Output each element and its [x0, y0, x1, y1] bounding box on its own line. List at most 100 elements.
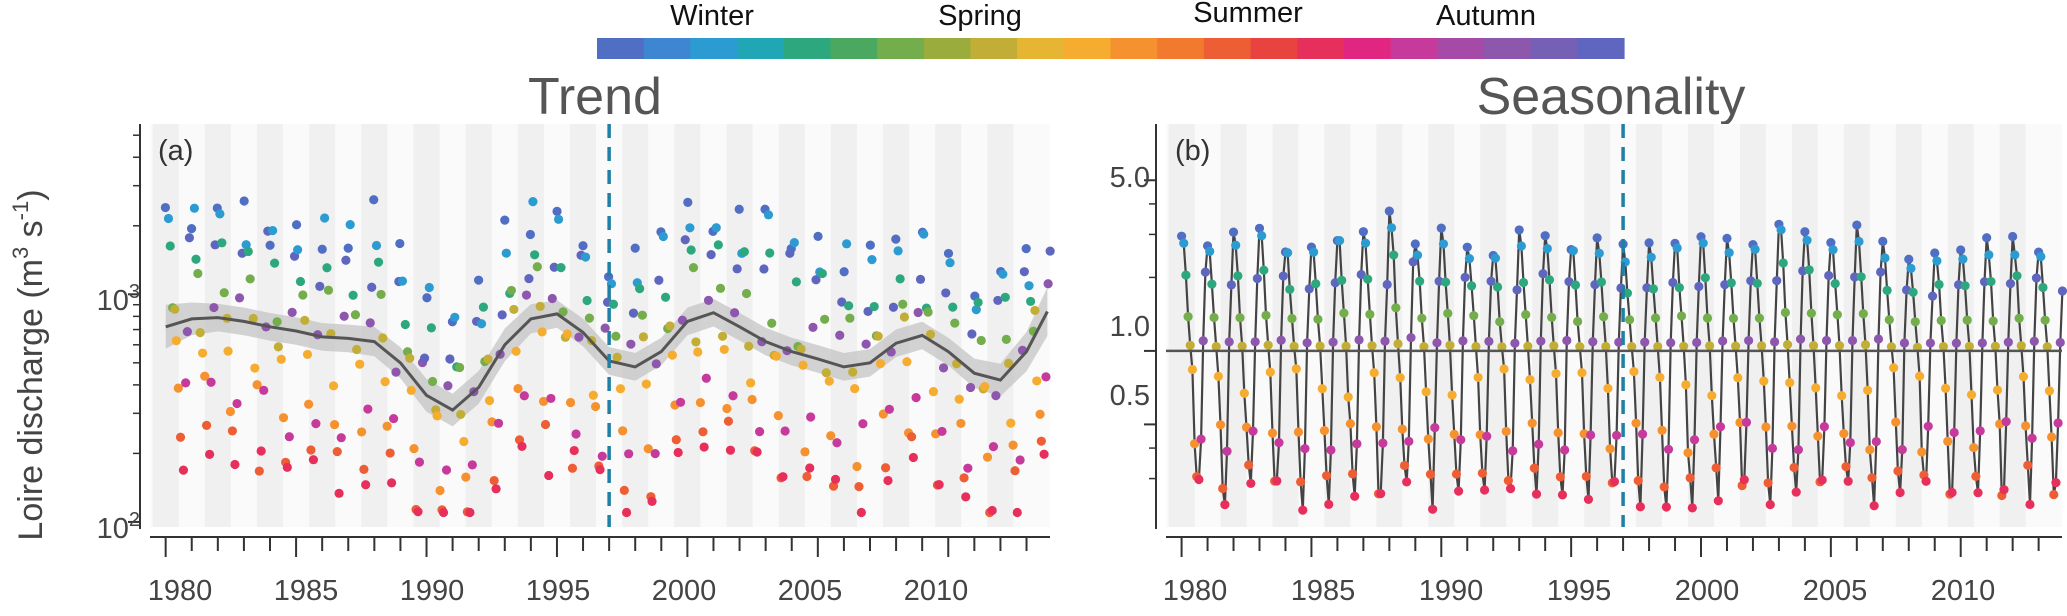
- panel-b-point: [2042, 342, 2052, 352]
- ylabel-exp1: 3: [8, 247, 33, 259]
- panel-a-point: [637, 310, 647, 320]
- panel-a-point: [956, 418, 966, 429]
- panel-a-point: [243, 246, 253, 257]
- panel-a-point: [895, 274, 905, 284]
- panel-b-point: [1971, 471, 1981, 481]
- panel-a-point: [1004, 358, 1014, 368]
- panel-b-point: [1449, 429, 1459, 439]
- panel-a-point: [184, 233, 194, 243]
- panel-b-point: [1603, 383, 1613, 393]
- panel-b-point: [1711, 463, 1721, 473]
- panel-a-point: [359, 464, 369, 475]
- panel-a-point: [728, 391, 738, 401]
- panel-a-point: [798, 360, 808, 370]
- panel-a-point: [509, 304, 519, 315]
- panel-a-point: [732, 264, 742, 274]
- panel-b-point: [1893, 466, 1903, 476]
- panel-b-point: [1661, 502, 1671, 512]
- panel-b-point: [1289, 341, 1299, 351]
- panel-b-xtick: 1985: [1291, 575, 1356, 607]
- panel-b-point: [1646, 252, 1656, 262]
- panel-a-point: [538, 396, 549, 407]
- panel-a-point: [556, 263, 566, 273]
- panel-b-point: [1380, 336, 1390, 346]
- panel-b-point: [1819, 422, 1829, 432]
- panel-b-point: [1345, 419, 1355, 429]
- panel-a-year-stripe: [883, 124, 910, 527]
- panel-b-point: [1800, 227, 1810, 237]
- panel-b-xtick: 2010: [1931, 575, 1996, 607]
- panel-b-point: [1629, 367, 1639, 377]
- colorbar-segment: [830, 38, 878, 59]
- panel-a-point: [293, 245, 303, 255]
- panel-a-point: [603, 272, 614, 282]
- panel-a-point: [380, 377, 390, 387]
- panel-b-point: [1341, 341, 1351, 351]
- panel-a-point: [273, 342, 283, 352]
- panel-b-point: [1265, 367, 1275, 377]
- panel-b-point: [1293, 427, 1304, 437]
- panel-b-point: [1943, 436, 1953, 446]
- panel-a-year-stripe: [778, 124, 805, 527]
- panel-a-point: [369, 195, 379, 205]
- panel-b-point: [1601, 341, 1611, 352]
- panel-b-point: [1951, 338, 1961, 348]
- panel-a-point: [483, 354, 493, 364]
- panel-a-point: [234, 293, 245, 303]
- panel-b-point: [1806, 308, 1816, 318]
- panel-a-point: [852, 461, 862, 472]
- panel-b-point: [1248, 426, 1258, 436]
- panel-a-point: [998, 269, 1008, 279]
- panel-b-point: [1555, 472, 1565, 482]
- panel-a-point: [771, 351, 781, 361]
- panel-b-point: [1317, 384, 1327, 394]
- panel-b-point: [1655, 372, 1665, 382]
- panel-b-point: [1562, 335, 1572, 346]
- panel-b-point: [1592, 233, 1602, 243]
- panel-b-point: [1347, 469, 1358, 479]
- panel-a-point: [817, 268, 827, 279]
- panel-b-point: [1371, 422, 1381, 432]
- panel-a-point: [547, 293, 557, 304]
- panel-b-point: [1228, 227, 1239, 237]
- panel-a-point: [641, 379, 651, 389]
- panel-b-point: [1549, 341, 1559, 351]
- panel-a-point: [365, 318, 375, 328]
- panel-a-point: [755, 426, 765, 437]
- panel-a-point: [350, 310, 361, 320]
- colorbar-segment: [1343, 38, 1392, 59]
- panel-a-ytick-100: 102: [97, 509, 140, 545]
- panel-b-point: [1979, 277, 1990, 287]
- panel-a-point: [820, 314, 830, 324]
- panel-b-point: [2036, 252, 2046, 262]
- panel-b-point: [1479, 485, 1490, 495]
- panel-b-point: [1187, 364, 1198, 375]
- panel-b-point: [1252, 273, 1262, 284]
- panel-a-point: [268, 225, 278, 236]
- ylabel-exp2: -1: [8, 201, 33, 221]
- panel-b-point: [1938, 341, 1948, 352]
- panel-a-point: [506, 285, 517, 296]
- panel-a-point: [549, 262, 559, 272]
- panel-b-point: [1194, 474, 1204, 485]
- panel-b-point: [1940, 383, 1951, 393]
- panel-b-point: [1176, 231, 1187, 241]
- panel-b-point: [2031, 273, 2042, 283]
- panel-a-point: [189, 203, 199, 213]
- panel-b-year-stripe: [1376, 124, 1403, 527]
- panel-a-point: [558, 307, 568, 317]
- panel-a-point: [590, 401, 601, 412]
- panel-b-point: [1285, 284, 1295, 295]
- panel-b-point: [1321, 471, 1332, 481]
- panel-b-point: [1622, 288, 1633, 298]
- colorbar-segment: [1297, 38, 1345, 59]
- panel-a-point: [422, 293, 432, 303]
- panel-b-point: [1425, 469, 1436, 479]
- panel-a-point: [1000, 292, 1010, 302]
- panel-b-point: [1544, 275, 1555, 285]
- panel-a-tag: (a): [158, 135, 193, 167]
- panel-a-point: [540, 419, 551, 430]
- panel-b-point: [1761, 422, 1771, 432]
- panel-b-point: [2038, 282, 2048, 293]
